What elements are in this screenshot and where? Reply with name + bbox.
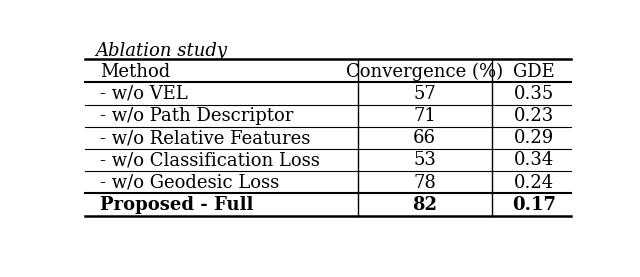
- Text: 0.17: 0.17: [512, 196, 556, 214]
- Text: 78: 78: [413, 174, 436, 191]
- Text: - w/o Path Descriptor: - w/o Path Descriptor: [100, 107, 293, 125]
- Text: Ablation study: Ablation study: [95, 42, 227, 60]
- Text: GDE: GDE: [513, 63, 555, 81]
- Text: 82: 82: [412, 196, 437, 214]
- Text: 57: 57: [413, 85, 436, 103]
- Text: 0.29: 0.29: [514, 129, 554, 147]
- Text: - w/o Classification Loss: - w/o Classification Loss: [100, 151, 320, 169]
- Text: Method: Method: [100, 63, 170, 81]
- Text: 0.35: 0.35: [514, 85, 554, 103]
- Text: - w/o Geodesic Loss: - w/o Geodesic Loss: [100, 174, 279, 191]
- Text: 71: 71: [413, 107, 436, 125]
- Text: 53: 53: [413, 151, 436, 169]
- Text: 66: 66: [413, 129, 436, 147]
- Text: 0.23: 0.23: [514, 107, 554, 125]
- Text: Convergence (%): Convergence (%): [346, 63, 503, 81]
- Text: Proposed - Full: Proposed - Full: [100, 196, 253, 214]
- Text: - w/o VEL: - w/o VEL: [100, 85, 188, 103]
- Text: - w/o Relative Features: - w/o Relative Features: [100, 129, 310, 147]
- Text: 0.34: 0.34: [514, 151, 554, 169]
- Text: 0.24: 0.24: [514, 174, 554, 191]
